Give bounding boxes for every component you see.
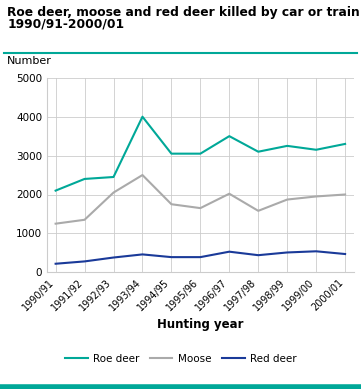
Moose bbox=[227, 191, 231, 196]
Moose bbox=[169, 202, 174, 207]
Moose bbox=[256, 209, 260, 213]
Red deer bbox=[140, 252, 145, 257]
Roe deer bbox=[169, 151, 174, 156]
Red deer bbox=[314, 249, 318, 254]
X-axis label: Hunting year: Hunting year bbox=[157, 318, 244, 331]
Moose bbox=[82, 217, 87, 222]
Legend: Roe deer, Moose, Red deer: Roe deer, Moose, Red deer bbox=[61, 350, 300, 368]
Moose bbox=[140, 173, 145, 177]
Text: Number: Number bbox=[7, 56, 52, 66]
Red deer bbox=[198, 255, 203, 259]
Red deer bbox=[285, 250, 290, 255]
Moose bbox=[198, 206, 203, 210]
Roe deer bbox=[256, 149, 260, 154]
Roe deer bbox=[314, 147, 318, 152]
Roe deer bbox=[111, 175, 116, 179]
Red deer bbox=[343, 252, 347, 256]
Moose bbox=[53, 221, 58, 226]
Roe deer bbox=[140, 114, 145, 119]
Moose bbox=[285, 197, 290, 202]
Roe deer bbox=[198, 151, 203, 156]
Moose bbox=[343, 192, 347, 197]
Red deer bbox=[82, 259, 87, 264]
Line: Red deer: Red deer bbox=[56, 251, 345, 264]
Roe deer bbox=[227, 134, 231, 138]
Roe deer bbox=[285, 144, 290, 148]
Line: Roe deer: Roe deer bbox=[56, 117, 345, 191]
Text: Roe deer, moose and red deer killed by car or train.: Roe deer, moose and red deer killed by c… bbox=[7, 6, 361, 19]
Red deer bbox=[53, 261, 58, 266]
Red deer bbox=[227, 249, 231, 254]
Text: 1990/91-2000/01: 1990/91-2000/01 bbox=[7, 18, 124, 30]
Moose bbox=[314, 194, 318, 199]
Red deer bbox=[111, 255, 116, 260]
Roe deer bbox=[343, 142, 347, 146]
Red deer bbox=[256, 253, 260, 258]
Moose bbox=[111, 190, 116, 195]
Red deer bbox=[169, 255, 174, 259]
Line: Moose: Moose bbox=[56, 175, 345, 224]
Roe deer bbox=[53, 188, 58, 193]
Roe deer bbox=[82, 177, 87, 181]
